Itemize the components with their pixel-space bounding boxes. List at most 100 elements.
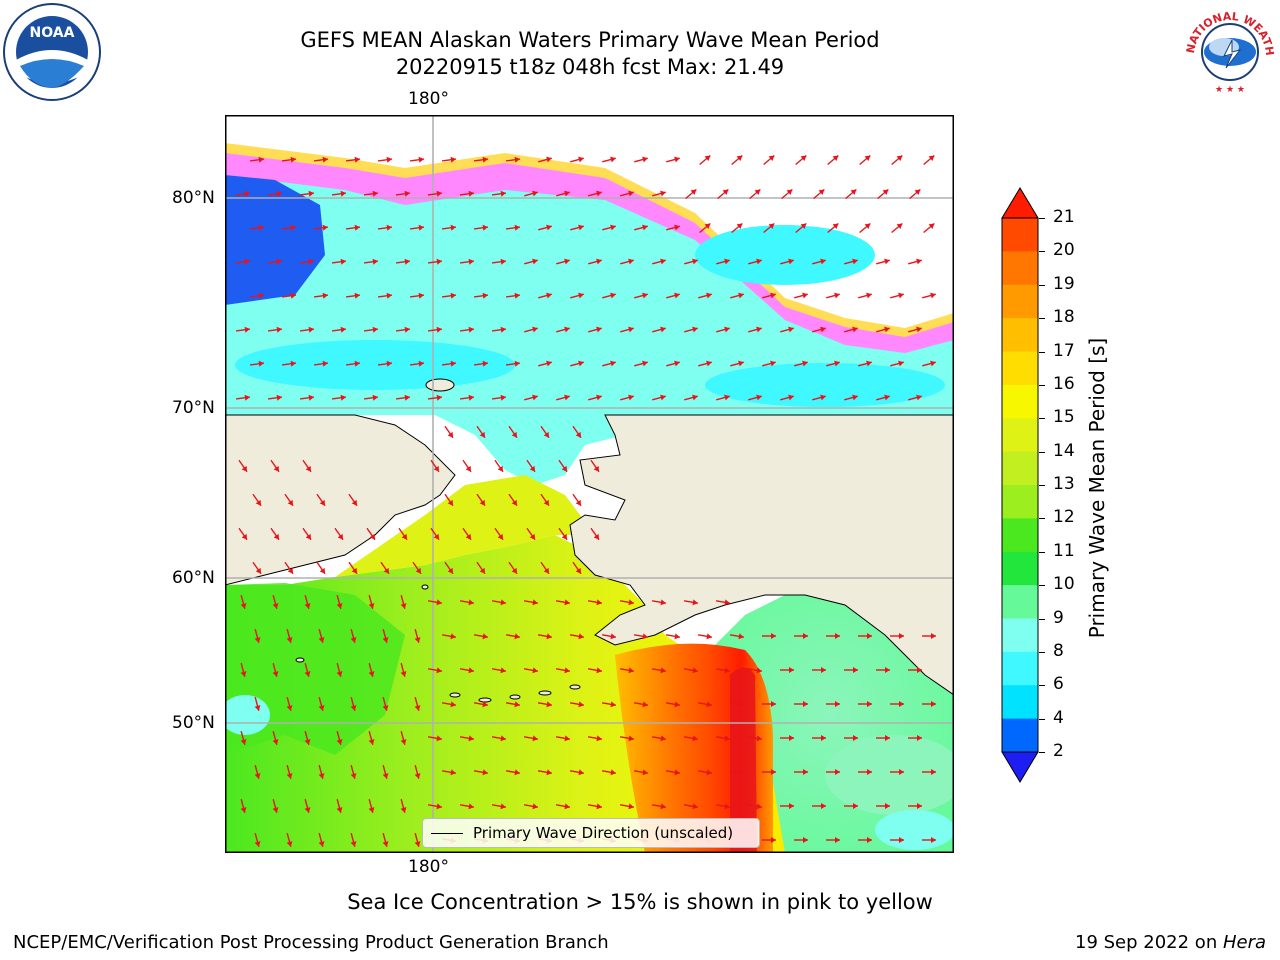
wave-arrow [249,360,265,367]
wave-arrow [459,190,475,197]
wave-arrow [633,701,649,708]
wave-arrow [345,224,361,231]
wave-arrow [476,425,486,439]
wave-arrow [666,156,680,163]
colorbar-extend-max [1001,187,1039,219]
wave-arrow [286,765,293,779]
wave-arrow [505,156,521,163]
wave-arrow [267,326,283,333]
wave-arrow [590,527,600,541]
wave-arrow [459,258,475,265]
wave-arrow [491,667,507,674]
wave-arrow [400,731,407,745]
colorbar-bin [1002,651,1038,686]
wave-arrow [524,326,538,333]
wave-arrow [345,156,361,163]
wave-arrow [652,394,666,401]
wave-arrow [409,156,425,163]
wave-arrow [747,735,763,742]
wave-arrow [318,697,325,711]
wave-arrow [363,326,379,333]
colorbar-tick-mark [1039,351,1045,353]
wave-arrow [272,799,279,813]
wave-arrow [395,394,411,401]
wave-arrow [844,326,858,333]
graticule [225,115,954,853]
wave-arrow [794,769,808,775]
colorbar-extend-min [1001,751,1039,783]
wave-arrow [859,154,871,166]
wave-arrow [363,190,379,197]
wave-arrow [441,769,457,776]
wave-arrow [382,629,389,643]
colorbar-tick-label: 4 [1053,707,1064,728]
wave-arrow [409,292,425,299]
wave-arrow [299,190,315,197]
wave-arrow [572,493,582,507]
wave-arrow [304,731,311,745]
wave-arrow [409,360,425,367]
wave-arrow [683,599,699,606]
wave-arrow [462,459,472,473]
wave-arrow [570,156,584,163]
wave-arrow [858,701,872,707]
wave-arrow [666,224,680,231]
wave-arrow [716,326,730,333]
colorbar-tick-label: 13 [1053,474,1075,494]
wave-arrow [427,803,443,810]
wave-arrow [715,803,731,810]
wave-arrow [748,394,762,401]
wave-arrow [813,188,825,200]
wave-arrow [414,833,421,847]
wave-arrow [651,735,667,742]
wave-arrow [922,292,936,299]
wave-arrow [523,735,539,742]
wave-arrow [665,701,681,708]
wave-arrow [555,803,571,810]
wave-arrow [441,292,457,299]
wave-arrow [587,599,603,606]
colorbar-tick-mark [1039,251,1045,253]
lon-label-bottom: 180° [408,857,449,877]
colorbar-bin [1002,218,1038,252]
wave-arrow [254,765,261,779]
wave-arrow [459,394,475,401]
wave-arrow [812,735,826,741]
wave-arrow [908,326,922,333]
wave-arrow [826,633,840,639]
colorbar-tick-label: 17 [1053,340,1075,361]
wave-arrow [748,326,762,333]
wave-arrow [844,258,858,265]
wave-arrow [409,224,425,231]
wave-arrow [540,493,550,507]
wave-arrow [254,697,261,711]
wave-arrow [540,425,550,439]
wave-arrow [923,222,935,234]
wave-arrow [444,561,454,575]
colorbar-tick-mark [1039,418,1045,420]
wave-arrow [537,701,553,708]
wave-arrow [430,459,440,473]
wave-arrow [587,803,603,810]
wave-arrow [570,224,584,231]
wave-arrow [476,561,486,575]
wave-arrow [313,292,329,299]
wave-arrow [508,493,518,507]
wave-arrow [318,629,325,643]
wave-arrow [826,360,840,367]
wave-arrow [427,394,443,401]
wave-arrow [281,156,297,163]
wave-arrow [698,292,712,299]
wave-arrow [331,394,347,401]
wave-arrow [684,326,698,333]
wave-arrow [844,735,858,741]
wave-arrow [537,769,553,776]
wave-arrow [633,633,649,640]
wave-arrow [235,326,251,333]
wave-arrow [299,394,315,401]
wave-arrow [491,190,507,197]
wave-arrow [538,224,552,231]
colorbar-tick-mark [1039,284,1045,286]
wave-arrow [812,394,826,401]
colorbar-bin [1002,485,1038,519]
